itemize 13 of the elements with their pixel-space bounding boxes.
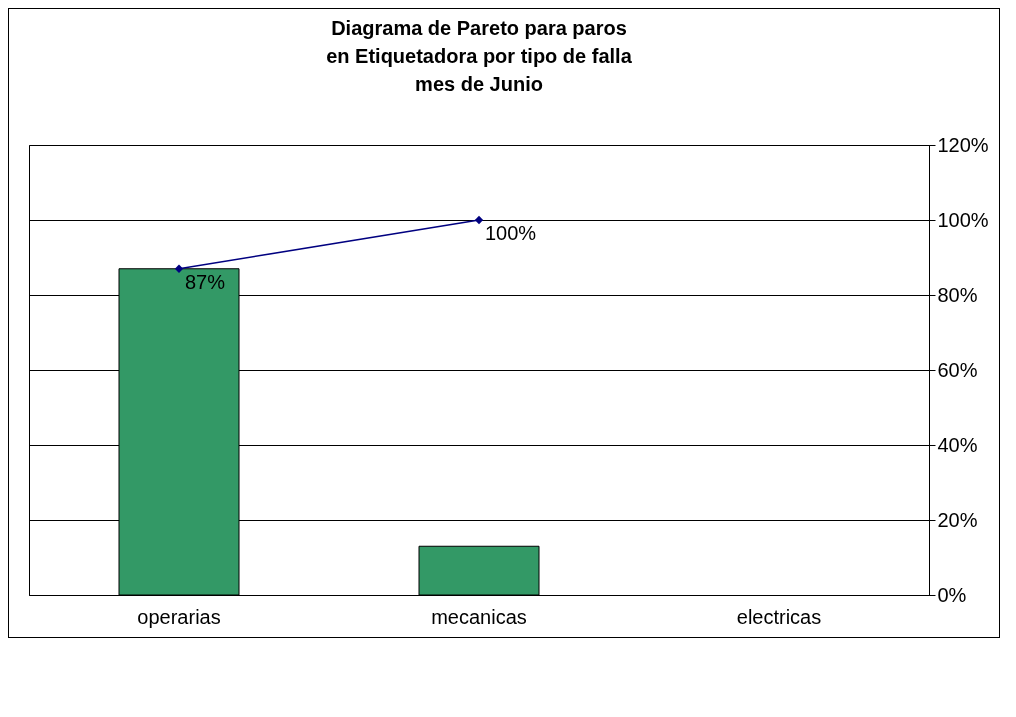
x-tick-label: operarias xyxy=(137,605,221,628)
chart-title: Diagrama de Pareto para paros en Etiquetadora por tipo de falla mes de Junio xyxy=(326,17,633,95)
y2-tick-label: 60% xyxy=(937,358,978,381)
data-label: 100% xyxy=(485,222,537,244)
y2-tick-label: 20% xyxy=(937,508,978,531)
data-label: 87% xyxy=(185,270,226,293)
y2-tick-label: 80% xyxy=(937,283,978,306)
y2-tick-label: 0% xyxy=(937,583,967,606)
x-tick-label: mecanicas xyxy=(431,605,527,628)
y2-tick-label: 120% xyxy=(937,133,989,156)
y2-tick-label: 100% xyxy=(937,208,989,231)
x-tick-label: electricas xyxy=(736,605,822,628)
y2-tick-label: 40% xyxy=(937,433,978,456)
